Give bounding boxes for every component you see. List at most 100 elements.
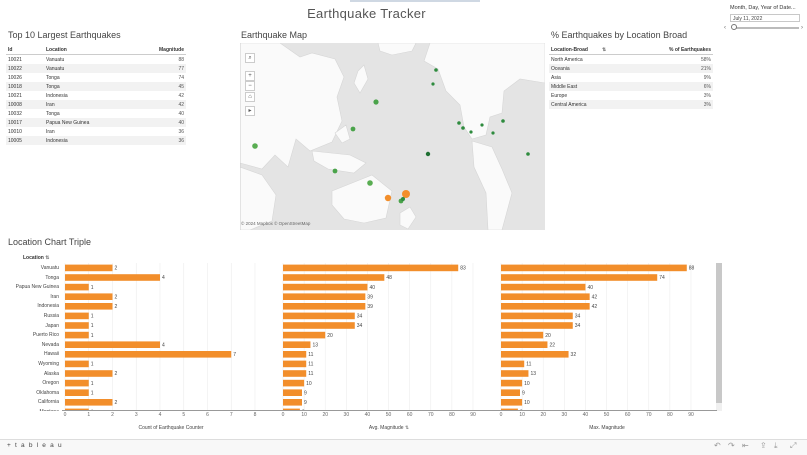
- avg-bar[interactable]: [283, 399, 302, 406]
- count-bar[interactable]: [65, 274, 160, 281]
- table-row[interactable]: North America 58%: [549, 55, 713, 65]
- count-bar[interactable]: [65, 322, 89, 329]
- avg-bar[interactable]: [283, 312, 355, 320]
- date-slider-track[interactable]: [733, 27, 799, 29]
- avg-bar[interactable]: [283, 370, 307, 377]
- count-bar[interactable]: [65, 351, 232, 358]
- avg-bar[interactable]: [283, 408, 300, 411]
- location-label[interactable]: Indonesia: [37, 303, 59, 310]
- max-bar[interactable]: [501, 370, 529, 377]
- sort-icon[interactable]: ⇅: [601, 46, 607, 53]
- location-label[interactable]: California: [37, 399, 59, 406]
- location-label[interactable]: Wyoming: [38, 361, 59, 367]
- location-label[interactable]: Alaska: [43, 370, 59, 377]
- count-bar[interactable]: [65, 399, 113, 406]
- max-bar[interactable]: [501, 351, 569, 358]
- max-bar[interactable]: [501, 264, 687, 272]
- table-row[interactable]: 10022 Vanuatu 77: [6, 64, 186, 73]
- tableau-logo[interactable]: + t a b l e a u: [7, 442, 63, 449]
- table-row[interactable]: 10008 Iran 42: [6, 100, 186, 109]
- max-bar[interactable]: [501, 379, 523, 387]
- count-bar[interactable]: [65, 293, 113, 300]
- slider-right-arrow-icon[interactable]: ›: [801, 25, 803, 31]
- count-bar[interactable]: [65, 360, 89, 368]
- max-bar[interactable]: [501, 341, 548, 348]
- avg-bar[interactable]: [283, 341, 311, 348]
- column-header-pct[interactable]: % of Earthquakes: [641, 45, 713, 55]
- date-filter-input[interactable]: July 11, 2022: [730, 14, 800, 22]
- count-bar[interactable]: [65, 370, 113, 377]
- table-row[interactable]: 10026 Tonga 74: [6, 73, 186, 82]
- column-header-id[interactable]: Id: [6, 45, 44, 55]
- table-row[interactable]: Europe 3%: [549, 91, 713, 100]
- location-label[interactable]: Nevada: [41, 341, 59, 348]
- table-row[interactable]: Asia 9%: [549, 73, 713, 82]
- table-row[interactable]: 10021 Vanuatu 88: [6, 55, 186, 65]
- slider-left-arrow-icon[interactable]: ‹: [724, 25, 726, 31]
- map-zoom-out-icon[interactable]: −: [245, 81, 255, 91]
- max-bar[interactable]: [501, 408, 518, 411]
- max-bar[interactable]: [501, 360, 525, 368]
- count-bar[interactable]: [65, 331, 89, 339]
- sort-icon[interactable]: ⇅: [404, 425, 410, 431]
- count-bar[interactable]: [65, 283, 89, 291]
- share-icon[interactable]: ⇪: [760, 441, 767, 450]
- table-row[interactable]: Central America 3%: [549, 100, 713, 109]
- location-label[interactable]: Vanuatu: [40, 265, 59, 271]
- count-bar[interactable]: [65, 389, 89, 396]
- column-header-location[interactable]: Location: [44, 45, 133, 55]
- map-search-icon[interactable]: ⌕: [245, 53, 255, 63]
- max-bar[interactable]: [501, 389, 520, 396]
- max-bar[interactable]: [501, 399, 523, 406]
- count-bar[interactable]: [65, 408, 89, 411]
- location-label[interactable]: Papua New Guinea: [15, 284, 59, 291]
- table-row[interactable]: 10010 Iran 36: [6, 127, 186, 136]
- avg-bar[interactable]: [283, 283, 368, 291]
- table-row[interactable]: 10018 Tonga 45: [6, 82, 186, 91]
- max-bar[interactable]: [501, 331, 544, 339]
- location-label[interactable]: Hawaii: [43, 351, 59, 358]
- count-bar[interactable]: [65, 264, 113, 272]
- count-bar[interactable]: [65, 303, 113, 310]
- table-row[interactable]: Middle East 6%: [549, 82, 713, 91]
- max-bar[interactable]: [501, 283, 586, 291]
- download-icon[interactable]: ⤓: [774, 441, 778, 450]
- table-row[interactable]: 10032 Tonga 40: [6, 109, 186, 118]
- map-home-icon[interactable]: ⌂: [245, 92, 255, 102]
- column-header-location-broad[interactable]: Location-Broad ⇅: [549, 45, 642, 55]
- count-bar[interactable]: [65, 379, 89, 387]
- max-bar[interactable]: [501, 293, 590, 300]
- revert-icon[interactable]: ⇤: [742, 441, 749, 450]
- avg-bar[interactable]: [283, 331, 326, 339]
- earthquake-map[interactable]: [240, 43, 545, 230]
- location-label[interactable]: Iran: [50, 293, 59, 300]
- avg-bar[interactable]: [283, 264, 459, 272]
- location-label[interactable]: Japan: [45, 322, 59, 329]
- location-label[interactable]: Oregon: [42, 380, 59, 387]
- date-slider-thumb[interactable]: [731, 24, 737, 30]
- location-label[interactable]: Russia: [43, 313, 59, 319]
- max-bar[interactable]: [501, 274, 658, 281]
- fullscreen-icon[interactable]: ⤢: [790, 441, 797, 450]
- location-label[interactable]: Tonga: [45, 274, 59, 281]
- avg-bar[interactable]: [283, 379, 305, 387]
- location-label[interactable]: Oklahoma: [36, 389, 59, 396]
- avg-bar[interactable]: [283, 303, 366, 310]
- undo-icon[interactable]: ↶: [714, 441, 721, 450]
- map-pan-icon[interactable]: ▸: [245, 106, 255, 116]
- avg-bar[interactable]: [283, 274, 385, 281]
- max-bar[interactable]: [501, 322, 573, 329]
- avg-bar[interactable]: [283, 389, 302, 396]
- count-bar[interactable]: [65, 312, 89, 320]
- location-header[interactable]: Location ⇅: [23, 255, 50, 261]
- count-bar[interactable]: [65, 341, 160, 348]
- table-row[interactable]: 10021 Indonesia 42: [6, 91, 186, 100]
- column-header-magnitude[interactable]: Magnitude: [132, 45, 186, 55]
- table-row[interactable]: Oceania 21%: [549, 64, 713, 73]
- map-zoom-in-icon[interactable]: +: [245, 71, 255, 81]
- avg-bar[interactable]: [283, 360, 307, 368]
- avg-bar[interactable]: [283, 351, 307, 358]
- chart-scrollbar[interactable]: [716, 263, 722, 411]
- sort-icon[interactable]: ⇅: [45, 255, 50, 261]
- max-bar[interactable]: [501, 312, 573, 320]
